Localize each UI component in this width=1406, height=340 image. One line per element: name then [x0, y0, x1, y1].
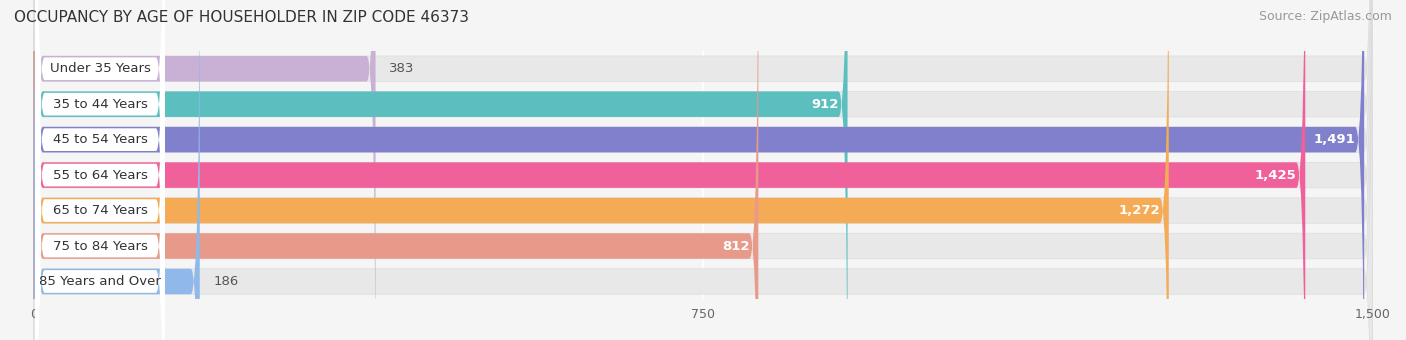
FancyBboxPatch shape: [35, 0, 165, 340]
FancyBboxPatch shape: [34, 0, 1168, 340]
Text: 912: 912: [811, 98, 838, 111]
Text: 186: 186: [214, 275, 239, 288]
FancyBboxPatch shape: [35, 0, 165, 340]
Text: 35 to 44 Years: 35 to 44 Years: [53, 98, 148, 111]
Text: 65 to 74 Years: 65 to 74 Years: [53, 204, 148, 217]
Text: Source: ZipAtlas.com: Source: ZipAtlas.com: [1258, 10, 1392, 23]
Text: 1,272: 1,272: [1118, 204, 1160, 217]
FancyBboxPatch shape: [34, 0, 1372, 340]
FancyBboxPatch shape: [34, 0, 375, 340]
Text: Under 35 Years: Under 35 Years: [49, 62, 150, 75]
FancyBboxPatch shape: [34, 0, 1372, 340]
Text: 383: 383: [389, 62, 415, 75]
Text: 55 to 64 Years: 55 to 64 Years: [53, 169, 148, 182]
Text: 45 to 54 Years: 45 to 54 Years: [53, 133, 148, 146]
FancyBboxPatch shape: [34, 0, 1364, 340]
FancyBboxPatch shape: [35, 0, 165, 340]
FancyBboxPatch shape: [34, 0, 1372, 340]
Text: 75 to 84 Years: 75 to 84 Years: [53, 239, 148, 253]
FancyBboxPatch shape: [34, 0, 1305, 340]
FancyBboxPatch shape: [34, 0, 1372, 340]
FancyBboxPatch shape: [34, 0, 200, 340]
FancyBboxPatch shape: [34, 0, 1372, 340]
FancyBboxPatch shape: [34, 0, 848, 340]
FancyBboxPatch shape: [34, 0, 1372, 340]
FancyBboxPatch shape: [35, 0, 165, 340]
Text: 812: 812: [721, 239, 749, 253]
FancyBboxPatch shape: [35, 0, 165, 340]
Text: 1,425: 1,425: [1254, 169, 1296, 182]
FancyBboxPatch shape: [34, 0, 1372, 340]
Text: 1,491: 1,491: [1313, 133, 1355, 146]
FancyBboxPatch shape: [35, 0, 165, 340]
Text: 85 Years and Over: 85 Years and Over: [39, 275, 162, 288]
FancyBboxPatch shape: [35, 0, 165, 340]
FancyBboxPatch shape: [34, 0, 758, 340]
Text: OCCUPANCY BY AGE OF HOUSEHOLDER IN ZIP CODE 46373: OCCUPANCY BY AGE OF HOUSEHOLDER IN ZIP C…: [14, 10, 470, 25]
